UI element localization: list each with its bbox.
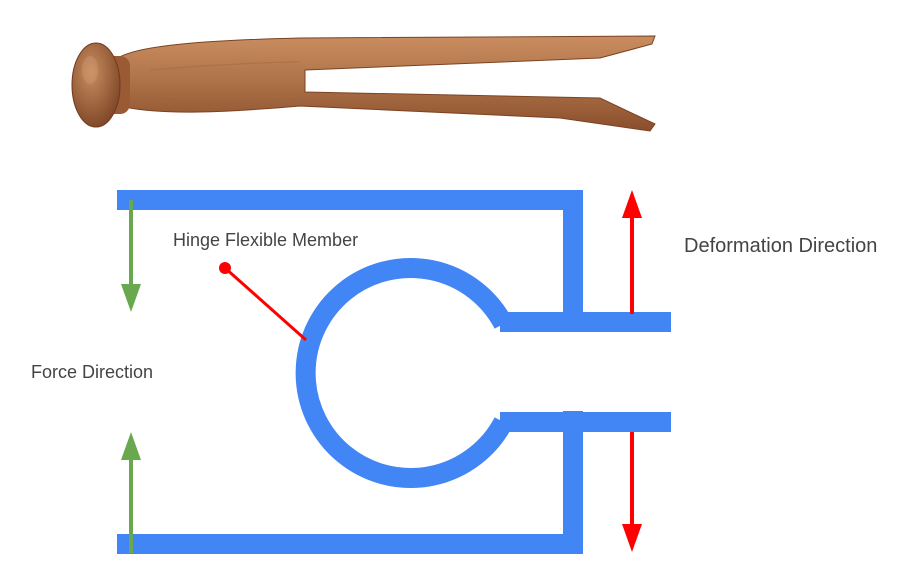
mechanism-structure <box>117 190 671 554</box>
upper-jaw <box>117 190 583 332</box>
force-arrow-up-head <box>121 432 141 460</box>
hinge-leader-line <box>224 266 307 342</box>
hinge-label: Hinge Flexible Member <box>173 230 359 250</box>
deformation-arrows <box>622 190 642 552</box>
force-arrows <box>121 200 141 553</box>
clothespin-grain <box>149 61 301 99</box>
deformation-arrow-down-head <box>622 524 642 552</box>
force-arrow-down-head <box>121 284 141 312</box>
hinge-leader <box>219 262 307 342</box>
deformation-direction-label: Deformation Direction <box>684 235 878 257</box>
clothespin-image <box>71 35 656 132</box>
clothespin-body <box>117 35 656 132</box>
lower-jaw <box>117 411 583 554</box>
clothespin-head-highlight <box>82 56 98 84</box>
hinge-leader-dot <box>219 262 231 274</box>
clothespin-head <box>71 42 121 128</box>
force-direction-label: Force Direction <box>31 362 154 382</box>
hinge-flexible-member <box>295 258 513 488</box>
deformation-arrow-up-head <box>622 190 642 218</box>
